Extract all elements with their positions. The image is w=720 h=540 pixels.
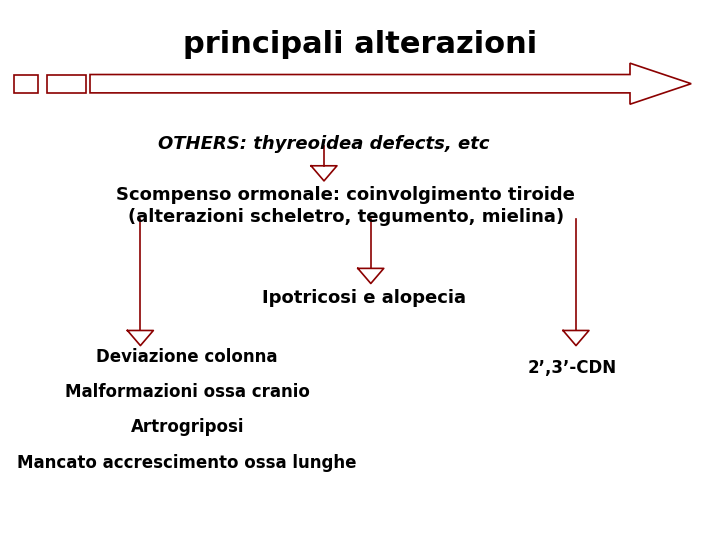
Text: Scompenso ormonale: coinvolgimento tiroide: Scompenso ormonale: coinvolgimento tiroi… xyxy=(116,186,575,204)
Text: (alterazioni scheletro, tegumento, mielina): (alterazioni scheletro, tegumento, mieli… xyxy=(127,208,564,226)
Text: OTHERS: thyreoidea defects, etc: OTHERS: thyreoidea defects, etc xyxy=(158,135,490,153)
Text: principali alterazioni: principali alterazioni xyxy=(183,30,537,59)
Text: 2’,3’-CDN: 2’,3’-CDN xyxy=(528,359,617,377)
Text: Mancato accrescimento ossa lunghe: Mancato accrescimento ossa lunghe xyxy=(17,454,357,471)
Text: Deviazione colonna: Deviazione colonna xyxy=(96,348,278,366)
Text: Artrogriposi: Artrogriposi xyxy=(130,418,244,436)
Text: Ipotricosi e alopecia: Ipotricosi e alopecia xyxy=(261,289,466,307)
Bar xyxy=(14,75,38,93)
Text: Malformazioni ossa cranio: Malformazioni ossa cranio xyxy=(65,383,310,401)
Bar xyxy=(47,75,86,93)
